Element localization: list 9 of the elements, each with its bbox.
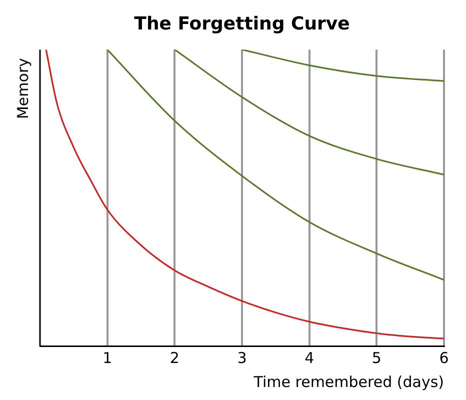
x-tick-label: 1	[102, 348, 112, 367]
chart-title: The Forgetting Curve	[134, 13, 350, 34]
x-tick-label: 6	[439, 348, 449, 367]
x-tick-label: 3	[237, 348, 247, 367]
y-axis-title: Memory	[14, 58, 32, 120]
x-tick-label: 4	[304, 348, 314, 367]
x-tick-label: 2	[170, 348, 180, 367]
x-tick-label: 5	[372, 348, 382, 367]
x-axis-title: Time remembered (days)	[252, 372, 444, 391]
